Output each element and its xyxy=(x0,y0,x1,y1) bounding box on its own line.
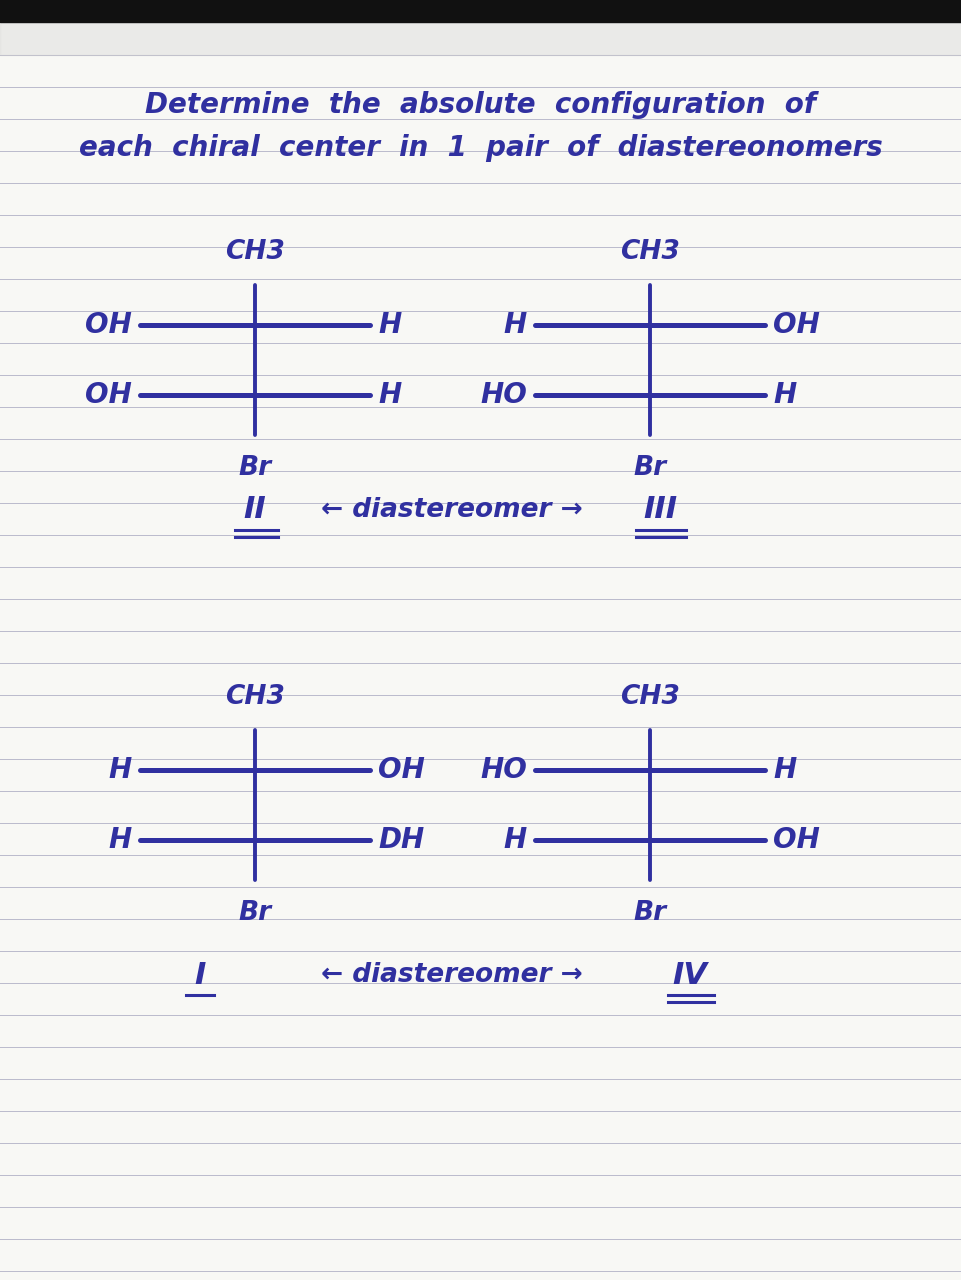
Text: ← diastereomer →: ← diastereomer → xyxy=(321,497,582,524)
Text: Br: Br xyxy=(238,900,271,925)
Text: II: II xyxy=(243,495,266,525)
Text: Br: Br xyxy=(632,900,666,925)
Text: H: H xyxy=(378,381,401,410)
Text: III: III xyxy=(642,495,677,525)
Text: ← diastereomer →: ← diastereomer → xyxy=(321,963,582,988)
Text: OH: OH xyxy=(378,756,425,783)
Text: OH: OH xyxy=(85,381,132,410)
Text: HO: HO xyxy=(480,381,527,410)
Text: CH3: CH3 xyxy=(225,239,284,265)
Text: H: H xyxy=(378,311,401,339)
Text: each  chiral  center  in  1  pair  of  diastereonomers: each chiral center in 1 pair of diastere… xyxy=(79,134,882,163)
Text: CH3: CH3 xyxy=(225,684,284,710)
Text: H: H xyxy=(773,381,796,410)
Text: Br: Br xyxy=(632,454,666,481)
Text: HO: HO xyxy=(480,756,527,783)
Text: OH: OH xyxy=(85,311,132,339)
Text: H: H xyxy=(504,311,527,339)
Text: Determine  the  absolute  configuration  of: Determine the absolute configuration of xyxy=(145,91,816,119)
Text: DH: DH xyxy=(378,826,424,854)
Text: Br: Br xyxy=(238,454,271,481)
Text: OH: OH xyxy=(773,311,819,339)
Text: CH3: CH3 xyxy=(620,684,679,710)
Text: H: H xyxy=(109,826,132,854)
Text: IV: IV xyxy=(672,960,706,989)
Text: H: H xyxy=(504,826,527,854)
Text: OH: OH xyxy=(773,826,819,854)
Text: H: H xyxy=(773,756,796,783)
Text: I: I xyxy=(194,960,206,989)
Text: CH3: CH3 xyxy=(620,239,679,265)
Text: H: H xyxy=(109,756,132,783)
